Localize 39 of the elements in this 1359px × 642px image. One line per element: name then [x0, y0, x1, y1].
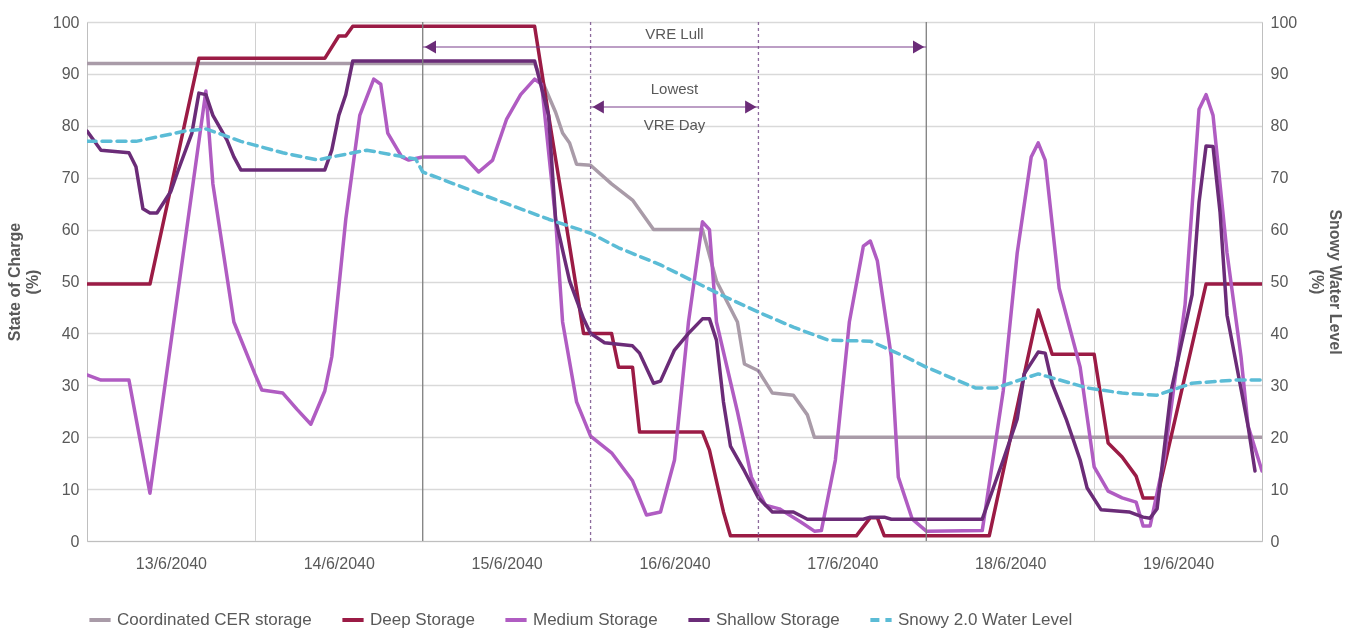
legend-label: Coordinated CER storage — [117, 610, 312, 629]
legend-label: Shallow Storage — [716, 610, 840, 629]
y-tick-label: 80 — [61, 117, 80, 135]
y-tick-label: 30 — [61, 376, 80, 394]
y2-tick-label: 30 — [1270, 376, 1289, 394]
y-tick-label: 70 — [61, 169, 80, 187]
x-tick-label: 14/6/2040 — [303, 554, 375, 572]
annotation: VRE Lull — [645, 25, 704, 42]
y2-tick-label: 0 — [1270, 532, 1280, 550]
y-tick-label: 40 — [61, 324, 80, 342]
x-tick-label: 13/6/2040 — [135, 554, 208, 572]
y-tick-label: 10 — [61, 480, 80, 498]
x-tick-label: 15/6/2040 — [471, 554, 543, 572]
y2-axis-title: Snowy Water Level (%) — [1309, 209, 1345, 355]
y-tick-label: 50 — [61, 273, 80, 290]
text: Lowest VRE Day — [643, 80, 706, 133]
x-tick-label: 16/6/2040 — [639, 554, 711, 572]
y2-tick-label: 100 — [1270, 13, 1298, 31]
line-series — [87, 61, 1262, 439]
y2-tick-label: 50 — [1270, 273, 1289, 290]
y-tick-label: 100 — [52, 13, 80, 31]
y-tick-label: 60 — [61, 221, 80, 239]
y-axis-title: State of Charge (%) — [5, 222, 41, 342]
y2-tick-label: 10 — [1270, 480, 1289, 498]
y2-tick-label: 40 — [1270, 324, 1289, 342]
y2-tick-label: 90 — [1270, 65, 1289, 83]
y-tick-label: 20 — [61, 428, 80, 446]
legend-label: Medium Storage — [533, 610, 658, 629]
legend-label: Snowy 2.0 Water Level — [898, 610, 1073, 629]
y2-tick-label: 20 — [1270, 428, 1289, 446]
y2-tick-label: 70 — [1270, 169, 1289, 187]
y-tick-label: 90 — [61, 65, 80, 83]
x-tick-label: 17/6/2040 — [807, 554, 879, 572]
y2-tick-label: 80 — [1270, 117, 1289, 135]
y-tick-label: 0 — [70, 532, 80, 550]
y2-tick-label: 60 — [1270, 221, 1289, 239]
x-tick-label: 18/6/2040 — [975, 554, 1047, 572]
x-tick-label: 19/6/2040 — [1142, 554, 1215, 572]
legend-label: Deep Storage — [370, 610, 475, 629]
